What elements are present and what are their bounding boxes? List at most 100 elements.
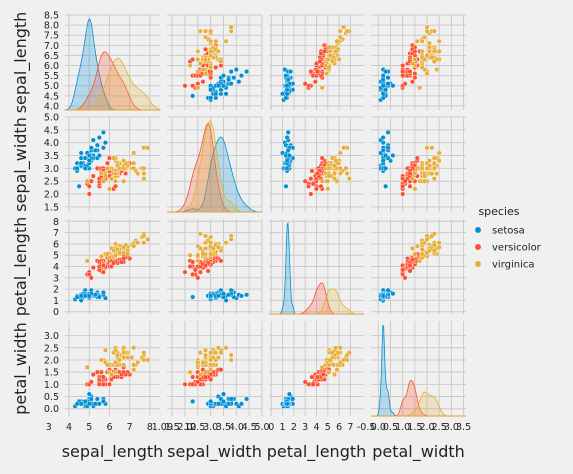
point-virginica-49 — [218, 58, 224, 64]
point-versicolor-36 — [414, 155, 420, 161]
legend-marker-virginica — [474, 260, 482, 268]
point-virginica-10 — [436, 240, 442, 246]
point-versicolor-36 — [218, 367, 224, 373]
point-setosa-42 — [190, 294, 196, 300]
point-setosa-50 — [215, 293, 221, 299]
point-virginica-35 — [197, 245, 203, 251]
xtick-sepal_width: 1.0 — [152, 422, 167, 433]
point-setosa-44 — [390, 291, 396, 297]
xtick-petal_width: 0.0 — [371, 422, 386, 433]
point-virginica-31 — [337, 34, 343, 40]
point-setosa-19 — [100, 398, 106, 404]
ytick-sepal_length: 8.5 — [44, 11, 59, 22]
point-virginica-47 — [325, 56, 331, 62]
ytick-sepal_width: 2.5 — [44, 177, 59, 188]
xtick-sepal_width: 3.5 — [216, 422, 231, 433]
legend-title: species — [478, 205, 519, 218]
point-versicolor-11 — [400, 191, 406, 197]
point-versicolor-37 — [321, 48, 327, 54]
point-virginica-32 — [424, 145, 430, 151]
point-virginica-48 — [424, 250, 430, 256]
point-virginica-45 — [436, 48, 442, 54]
point-virginica-19 — [141, 176, 147, 182]
ytick-sepal_width: 1.5 — [44, 202, 59, 213]
point-setosa-44 — [390, 153, 396, 159]
panel-sepal_length-vs-sepal_length: 4.04.55.05.56.06.57.07.58.08.5 sepal_leng… — [11, 11, 161, 113]
point-versicolor-49 — [402, 81, 408, 87]
legend-item-virginica: virginica — [474, 260, 535, 271]
point-virginica-50 — [326, 65, 332, 71]
ytick-petal_width: 0.0 — [44, 404, 59, 415]
point-virginica-35 — [108, 176, 114, 182]
point-setosa-23 — [223, 91, 229, 97]
point-setosa-48 — [213, 91, 219, 97]
point-setosa-45 — [88, 396, 94, 402]
point-setosa-49 — [92, 401, 98, 407]
point-setosa-15 — [102, 140, 108, 146]
point-virginica-30 — [131, 243, 137, 249]
point-virginica-32 — [145, 145, 151, 151]
point-virginica-30 — [414, 165, 420, 171]
point-setosa-19 — [383, 69, 389, 75]
point-virginica-36 — [141, 165, 147, 171]
point-virginica-20 — [325, 186, 331, 192]
point-virginica-49 — [431, 155, 437, 161]
point-virginica-48 — [117, 250, 123, 256]
panel-petal_width-vs-petal_width: -0.50.00.51.01.52.02.53.03.5 petal_width — [357, 321, 471, 462]
point-virginica-7 — [417, 85, 423, 91]
point-virginica-7 — [319, 364, 325, 370]
point-virginica-10 — [337, 345, 343, 351]
point-virginica-48 — [117, 165, 123, 171]
xtick-petal_length: 6 — [336, 422, 342, 433]
point-virginica-30 — [131, 367, 137, 373]
point-virginica-34 — [113, 170, 119, 176]
point-virginica-7 — [84, 258, 90, 264]
point-virginica-50 — [326, 362, 332, 368]
point-virginica-10 — [131, 345, 137, 351]
point-versicolor-30 — [100, 269, 106, 275]
point-virginica-32 — [341, 24, 347, 30]
point-setosa-15 — [233, 67, 239, 73]
point-virginica-48 — [327, 52, 333, 58]
point-versicolor-11 — [182, 269, 188, 275]
point-setosa-45 — [385, 81, 391, 87]
point-virginica-23 — [344, 28, 350, 34]
point-virginica-7 — [417, 258, 423, 264]
xtick-sepal_width: 2.5 — [190, 422, 205, 433]
point-virginica-19 — [431, 176, 437, 182]
point-virginica-36 — [431, 28, 437, 34]
point-versicolor-44 — [190, 381, 196, 387]
point-virginica-19 — [197, 28, 203, 34]
point-virginica-30 — [334, 38, 340, 44]
point-setosa-16 — [244, 396, 250, 402]
xtick-petal_width: 3.0 — [444, 422, 459, 433]
point-setosa-46 — [383, 165, 389, 171]
point-virginica-50 — [208, 362, 214, 368]
kde-virginica-sepal_width — [167, 120, 262, 213]
point-virginica-10 — [436, 150, 442, 156]
panel-background — [167, 117, 262, 212]
ytick-sepal_length: 5.5 — [44, 71, 59, 82]
panel-petal_width-vs-sepal_width: 1.01.52.02.53.03.54.04.55.0 sepal_width — [152, 321, 270, 462]
point-versicolor-36 — [319, 155, 325, 161]
point-virginica-30 — [334, 367, 340, 373]
point-versicolor-44 — [190, 83, 196, 89]
point-versicolor-32 — [192, 267, 198, 273]
point-virginica-19 — [197, 231, 203, 237]
point-virginica-31 — [135, 240, 141, 246]
point-setosa-46 — [82, 398, 88, 404]
point-setosa-34 — [284, 135, 290, 141]
point-virginica-22 — [324, 71, 330, 77]
point-virginica-45 — [333, 158, 339, 164]
point-versicolor-10 — [312, 79, 318, 85]
xlabel-petal_width: petal_width — [372, 442, 465, 462]
point-versicolor-30 — [197, 269, 203, 275]
point-setosa-49 — [285, 77, 291, 83]
point-virginica-6 — [208, 234, 214, 240]
point-virginica-7 — [84, 178, 90, 184]
point-versicolor-44 — [306, 183, 312, 189]
point-virginica-50 — [104, 165, 110, 171]
point-virginica-44 — [431, 242, 437, 248]
